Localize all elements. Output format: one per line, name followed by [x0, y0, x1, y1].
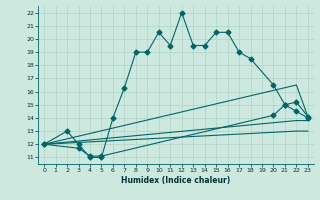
- X-axis label: Humidex (Indice chaleur): Humidex (Indice chaleur): [121, 176, 231, 185]
